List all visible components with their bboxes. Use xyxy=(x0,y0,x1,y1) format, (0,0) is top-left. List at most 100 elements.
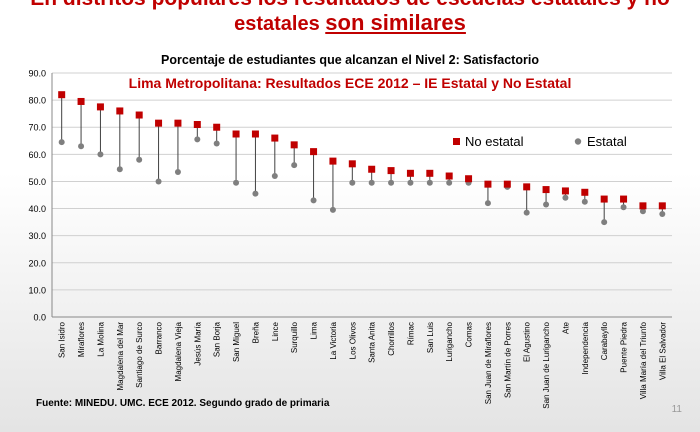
estatal-point xyxy=(78,143,85,150)
no-estatal-point xyxy=(426,169,434,177)
x-tick-label: San Luis xyxy=(426,322,435,353)
estatal-point xyxy=(543,201,550,208)
x-tick-label: Surquillo xyxy=(290,321,299,353)
estatal-point xyxy=(349,179,356,186)
estatal-point xyxy=(252,190,259,197)
headline-line-1: En distritos populares los resultados de… xyxy=(0,0,700,11)
estatal-point xyxy=(291,162,298,169)
no-estatal-point xyxy=(213,123,221,131)
estatal-point xyxy=(368,179,375,186)
chart-subtitle: Lima Metropolitana: Resultados ECE 2012 … xyxy=(129,75,572,91)
y-axis: 0.0 10.0 20.0 30.0 40.0 50.0 60.0 70.0 80.0 90.0 xyxy=(28,69,53,323)
no-estatal-point xyxy=(348,160,356,168)
x-tick-label: Magdalena Vieja xyxy=(174,321,183,381)
no-estatal-point xyxy=(658,202,666,210)
estatal-point xyxy=(329,206,336,213)
no-estatal-point xyxy=(484,180,492,188)
y-tick-label: 90.0 xyxy=(28,69,46,79)
estatal-point xyxy=(407,179,414,186)
estatal-point xyxy=(446,179,453,186)
legend-no-estatal-label: No estatal xyxy=(465,134,524,149)
x-tick-label: Santa Anita xyxy=(368,321,377,362)
no-estatal-point xyxy=(135,111,143,119)
x-tick-label: San Borja xyxy=(213,321,222,357)
y-tick-label: 30.0 xyxy=(28,231,46,241)
estatal-point xyxy=(155,178,162,185)
no-estatal-point xyxy=(406,169,414,177)
data-marks xyxy=(58,91,666,226)
headline-emphasis: son similares xyxy=(325,10,466,35)
y-tick-label: 40.0 xyxy=(28,204,46,214)
no-estatal-point xyxy=(58,91,66,99)
no-estatal-point xyxy=(368,165,376,173)
x-tick-label: Santiago de Surco xyxy=(135,321,144,387)
no-estatal-point xyxy=(251,130,259,138)
no-estatal-point xyxy=(581,188,589,196)
estatal-point xyxy=(116,166,123,173)
estatal-point xyxy=(97,151,104,158)
x-tick-label: Chorrillos xyxy=(387,322,396,356)
estatal-point xyxy=(601,219,608,226)
no-estatal-point xyxy=(523,183,531,191)
y-tick-label: 60.0 xyxy=(28,150,46,160)
x-tick-label: La Molina xyxy=(96,321,105,356)
y-tick-label: 0.0 xyxy=(33,313,46,323)
x-tick-label: Breña xyxy=(251,321,260,343)
no-estatal-point xyxy=(174,119,182,127)
no-estatal-point xyxy=(503,180,511,188)
estatal-point xyxy=(562,194,569,201)
x-tick-label: San Miguel xyxy=(232,322,241,362)
x-tick-label: Comas xyxy=(465,322,474,347)
x-tick-label: Magdalena del Mar xyxy=(116,322,125,391)
no-estatal-point xyxy=(96,103,104,111)
no-estatal-point xyxy=(232,130,240,138)
x-tick-label: San Isidro xyxy=(58,321,67,358)
no-estatal-point xyxy=(329,157,337,165)
no-estatal-point xyxy=(310,148,318,156)
no-estatal-point xyxy=(561,187,569,195)
x-tick-label: Independencia xyxy=(581,321,590,374)
x-tick-label: San Juan de Miraflores xyxy=(484,322,493,404)
no-estatal-point xyxy=(77,97,85,105)
x-tick-label: Lima xyxy=(310,321,319,339)
chart-title: Porcentaje de estudiantes que alcanzan e… xyxy=(161,53,539,67)
no-estatal-point xyxy=(465,175,473,183)
estatal-point xyxy=(310,197,317,204)
estatal-point xyxy=(523,209,530,216)
estatal-point xyxy=(174,168,181,175)
estatal-point xyxy=(233,179,240,186)
no-estatal-point xyxy=(290,141,298,149)
x-tick-label: El Agustino xyxy=(523,321,532,362)
legend: No estatal Estatal xyxy=(453,134,627,149)
no-estatal-point xyxy=(387,167,395,175)
estatal-point xyxy=(659,210,666,217)
no-estatal-point xyxy=(639,202,647,210)
estatal-point xyxy=(271,173,278,180)
y-tick-label: 10.0 xyxy=(28,285,46,295)
x-tick-label: Lince xyxy=(271,321,280,341)
x-tick-label: Carabayllo xyxy=(600,321,609,360)
source-note: Fuente: MINEDU. UMC. ECE 2012. Segundo g… xyxy=(36,398,330,409)
estatal-point xyxy=(581,198,588,205)
x-tick-label: Miraflores xyxy=(77,322,86,357)
estatal-point xyxy=(58,139,65,146)
estatal-point xyxy=(484,200,491,207)
x-tick-label: Puente Piedra xyxy=(620,321,629,372)
no-estatal-point xyxy=(271,134,279,142)
x-tick-label: Jesús María xyxy=(193,321,202,365)
headline-line-2: estatales son similares xyxy=(0,10,700,36)
estatal-point xyxy=(639,208,646,215)
legend-estatal-label: Estatal xyxy=(587,134,627,149)
x-tick-label: Lurigancho xyxy=(445,321,454,361)
y-tick-label: 50.0 xyxy=(28,177,46,187)
legend-no-estatal-marker xyxy=(453,138,460,145)
stem-lines xyxy=(61,94,663,223)
estatal-point xyxy=(194,136,201,143)
x-axis-labels: San Isidro Miraflores La Molina Magdalena d… xyxy=(58,321,668,408)
x-tick-label: Ate xyxy=(561,321,570,334)
x-tick-label: San Juan de Lurigancho xyxy=(542,321,551,408)
x-tick-label: Villa El Salvador xyxy=(658,322,667,380)
y-tick-label: 20.0 xyxy=(28,258,46,268)
no-estatal-point xyxy=(445,172,453,180)
